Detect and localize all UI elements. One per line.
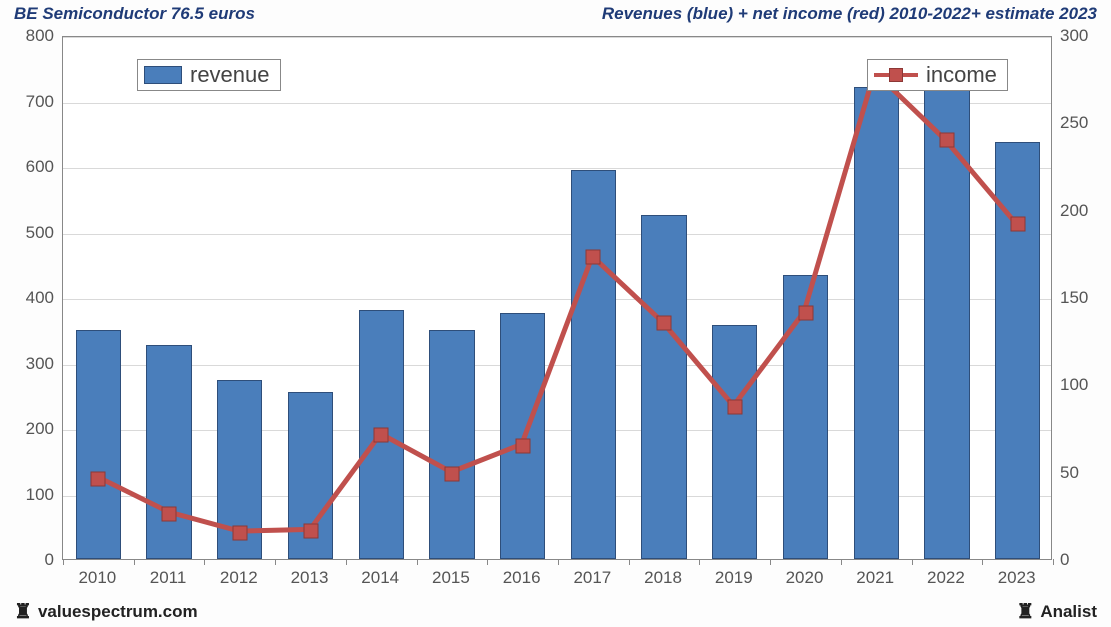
line-marker [515,438,530,453]
x-tick [770,559,771,565]
x-tick [841,559,842,565]
x-tick [487,559,488,565]
bar [500,313,545,559]
x-tick [275,559,276,565]
line-marker [232,526,247,541]
x-tick [699,559,700,565]
line-marker [444,466,459,481]
y-left-tick-label: 500 [0,223,54,243]
x-tick-label: 2021 [840,568,911,588]
footer-right-text: Analist [1040,602,1097,622]
x-tick-label: 2019 [698,568,769,588]
bar [924,87,969,559]
legend-revenue-label: revenue [190,62,270,88]
x-tick-label: 2012 [203,568,274,588]
y-left-tick-label: 400 [0,288,54,308]
plot-region: revenue income [62,36,1052,560]
line-marker [1010,216,1025,231]
line-marker [91,471,106,486]
line-marker [374,428,389,443]
legend-income-label: income [926,62,997,88]
x-tick [982,559,983,565]
y-left-tick-label: 700 [0,92,54,112]
x-tick-label: 2015 [416,568,487,588]
legend-revenue-swatch [144,66,182,84]
x-tick [204,559,205,565]
bar [571,170,616,559]
y-left-tick-label: 800 [0,26,54,46]
x-tick [912,559,913,565]
x-tick-label: 2017 [557,568,628,588]
y-right-tick-label: 200 [1060,201,1088,221]
chart-area: revenue income 0100200300400500600700800… [0,26,1111,598]
gridline [63,365,1051,366]
footer-right: ♜ Analist [1016,602,1097,622]
x-tick-label: 2014 [345,568,416,588]
x-tick [134,559,135,565]
x-tick-label: 2010 [62,568,133,588]
rook-icon: ♜ [1016,602,1034,622]
x-tick [1053,559,1054,565]
gridline [63,103,1051,104]
legend-income-swatch [874,66,918,84]
x-tick [63,559,64,565]
x-tick-label: 2011 [133,568,204,588]
line-marker [798,305,813,320]
header-title-left: BE Semiconductor 76.5 euros [14,4,255,24]
gridline [63,37,1051,38]
x-tick-label: 2022 [911,568,982,588]
y-left-tick-label: 600 [0,157,54,177]
footer-left: ♜ valuespectrum.com [14,602,198,622]
x-tick [629,559,630,565]
x-tick [346,559,347,565]
x-tick-label: 2013 [274,568,345,588]
x-tick-label: 2016 [486,568,557,588]
x-tick-label: 2023 [981,568,1052,588]
gridline [63,299,1051,300]
bar [429,330,474,559]
bar [712,325,757,559]
gridline [63,430,1051,431]
legend-income: income [867,59,1008,91]
gridline [63,234,1051,235]
chart-footer: ♜ valuespectrum.com ♜ Analist [0,599,1111,627]
x-tick [558,559,559,565]
x-tick [417,559,418,565]
line-marker [657,316,672,331]
y-left-tick-label: 200 [0,419,54,439]
header-title-right: Revenues (blue) + net income (red) 2010-… [602,4,1097,24]
x-tick-label: 2020 [769,568,840,588]
bar [854,87,899,559]
line-marker [303,524,318,539]
y-right-tick-label: 150 [1060,288,1088,308]
line-series [63,37,1051,559]
gridline [63,496,1051,497]
bar [76,330,121,559]
line-marker [727,400,742,415]
bar [641,215,686,559]
line-marker [939,133,954,148]
bar [146,345,191,559]
y-right-tick-label: 300 [1060,26,1088,46]
x-tick-label: 2018 [628,568,699,588]
footer-left-text: valuespectrum.com [38,602,198,622]
line-marker [586,250,601,265]
bar [995,142,1040,559]
y-left-tick-label: 100 [0,485,54,505]
y-left-tick-label: 0 [0,550,54,570]
chart-header: BE Semiconductor 76.5 euros Revenues (bl… [0,0,1111,26]
y-right-tick-label: 100 [1060,375,1088,395]
legend-revenue: revenue [137,59,281,91]
line-marker [162,506,177,521]
y-right-tick-label: 50 [1060,463,1079,483]
y-left-tick-label: 300 [0,354,54,374]
y-right-tick-label: 0 [1060,550,1069,570]
rook-icon: ♜ [14,602,32,622]
y-right-tick-label: 250 [1060,113,1088,133]
gridline [63,168,1051,169]
